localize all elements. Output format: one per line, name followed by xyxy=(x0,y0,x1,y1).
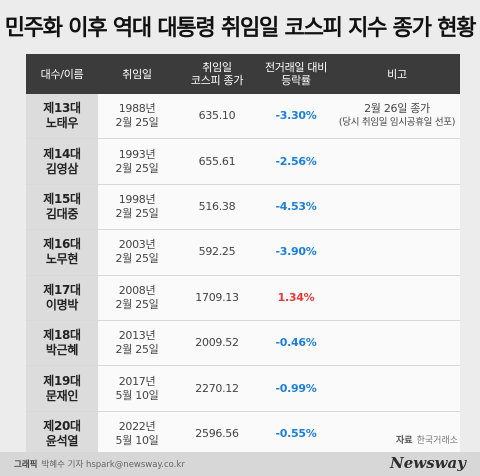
inauguration-date-cell: 1993년 2월 25일 xyxy=(98,138,176,185)
inauguration-day: 2월 25일 xyxy=(115,161,159,175)
president-cell: 제19대 문재인 xyxy=(26,365,98,412)
president-cell: 제20대 윤석열 xyxy=(26,411,98,458)
president-name: 박근혜 xyxy=(45,343,79,358)
term-label: 제15대 xyxy=(43,191,81,206)
president-cell: 제13대 노태우 xyxy=(26,94,98,140)
kospi-close-value: 635.10 xyxy=(176,94,258,140)
kospi-close-value: 2270.12 xyxy=(176,365,258,412)
change-rate-value: -0.46% xyxy=(258,320,334,367)
table-row: 제18대 박근혜 2013년 2월 25일 2009.52 -0.46% xyxy=(26,320,460,367)
president-name: 이명박 xyxy=(45,297,79,312)
inauguration-year: 2017년 xyxy=(118,374,156,388)
credit-value: 박혜수 기자 hspark@newsway.co.kr xyxy=(41,460,185,470)
president-name: 문재인 xyxy=(45,388,79,403)
inauguration-day: 2월 25일 xyxy=(115,343,159,357)
president-cell: 제17대 이명박 xyxy=(26,275,98,321)
newsway-logo: Newsway xyxy=(390,454,466,472)
inauguration-day: 5월 10일 xyxy=(115,433,159,447)
footer-bar: 그래픽 박혜수 기자 hspark@newsway.co.kr Newsway xyxy=(0,452,480,476)
inauguration-year: 2003년 xyxy=(118,238,156,252)
inauguration-date-cell: 2013년 2월 25일 xyxy=(98,320,176,367)
table-row: 제20대 윤석열 2022년 5월 10일 2596.56 -0.55% xyxy=(26,411,460,458)
president-cell: 제18대 박근혜 xyxy=(26,320,98,367)
change-rate-value: -3.30% xyxy=(258,94,334,140)
inauguration-day: 5월 10일 xyxy=(115,388,159,402)
note-cell xyxy=(334,184,460,231)
inauguration-date-cell: 2017년 5월 10일 xyxy=(98,365,176,412)
note-cell xyxy=(334,365,460,412)
change-rate-value: 1.34% xyxy=(258,275,334,321)
header-change-rate: 전거래일 대비 등락률 xyxy=(258,54,334,94)
kospi-close-value: 655.61 xyxy=(176,138,258,185)
credit-label: 그래픽 xyxy=(14,460,38,470)
term-label: 제14대 xyxy=(43,146,81,161)
president-name: 윤석열 xyxy=(45,433,79,448)
page-title: 민주화 이후 역대 대통령 취임일 코스피 지수 종가 현황 xyxy=(4,16,477,41)
note-cell xyxy=(334,320,460,367)
table-row: 제14대 김영삼 1993년 2월 25일 655.61 -2.56% xyxy=(26,138,460,185)
inauguration-day: 2월 25일 xyxy=(115,206,159,220)
source-value: 한국거래소 xyxy=(416,436,458,446)
change-rate-value: -3.90% xyxy=(258,229,334,276)
note-cell xyxy=(334,229,460,276)
note-cell xyxy=(334,275,460,321)
note-text: 2월 26일 종가 xyxy=(364,102,430,116)
graphic-credit: 그래픽 박혜수 기자 hspark@newsway.co.kr xyxy=(14,458,185,470)
president-name: 노무현 xyxy=(45,252,79,267)
inauguration-year: 2022년 xyxy=(118,419,156,433)
inauguration-day: 2월 25일 xyxy=(115,116,159,130)
note-cell xyxy=(334,411,460,458)
header-term: 대수/이름 xyxy=(26,54,98,94)
note-cell xyxy=(334,138,460,185)
inauguration-year: 1988년 xyxy=(118,102,156,116)
inauguration-day: 2월 25일 xyxy=(115,297,159,311)
header-note: 비고 xyxy=(334,54,460,94)
kospi-close-value: 2009.52 xyxy=(176,320,258,367)
inauguration-year: 2013년 xyxy=(118,329,156,343)
table-row: 제13대 노태우 1988년 2월 25일 635.10 -3.30% 2월 26일 종가(… xyxy=(26,94,460,140)
header-inauguration-date: 취임일 xyxy=(98,54,176,94)
president-name: 김대중 xyxy=(45,206,79,221)
source-credit: 자료 한국거래소 xyxy=(396,433,458,446)
term-label: 제16대 xyxy=(43,237,81,252)
term-label: 제19대 xyxy=(43,373,81,388)
kospi-close-value: 1709.13 xyxy=(176,275,258,321)
kospi-close-value: 592.25 xyxy=(176,229,258,276)
kospi-table: 대수/이름 취임일 취임일 코스피 종가 전거래일 대비 등락률 비고 제13대 노태… xyxy=(26,54,460,458)
table-row: 제16대 노무현 2003년 2월 25일 592.25 -3.90% xyxy=(26,229,460,276)
term-label: 제18대 xyxy=(43,328,81,343)
note-cell: 2월 26일 종가 (당시 취임일 임시공휴일 선포) xyxy=(334,94,460,140)
table-header-row: 대수/이름 취임일 취임일 코스피 종가 전거래일 대비 등락률 비고 xyxy=(26,54,460,94)
term-label: 제20대 xyxy=(43,418,81,433)
change-rate-value: -2.56% xyxy=(258,138,334,185)
note-subtext: (당시 취임일 임시공휴일 선포) xyxy=(338,117,456,129)
inauguration-date-cell: 1998년 2월 25일 xyxy=(98,184,176,231)
inauguration-date-cell: 1988년 2월 25일 xyxy=(98,94,176,140)
table-row: 제19대 문재인 2017년 5월 10일 2270.12 -0.99% xyxy=(26,365,460,412)
kospi-close-value: 516.38 xyxy=(176,184,258,231)
table-row: 제17대 이명박 2008년 2월 25일 1709.13 1.34% xyxy=(26,275,460,321)
kospi-close-value: 2596.56 xyxy=(176,411,258,458)
change-rate-value: -4.53% xyxy=(258,184,334,231)
header-kospi-close: 취임일 코스피 종가 xyxy=(176,54,258,94)
president-cell: 제15대 김대중 xyxy=(26,184,98,231)
president-name: 김영삼 xyxy=(45,161,79,176)
inauguration-day: 2월 25일 xyxy=(115,252,159,266)
inauguration-date-cell: 2003년 2월 25일 xyxy=(98,229,176,276)
president-cell: 제16대 노무현 xyxy=(26,229,98,276)
inauguration-date-cell: 2022년 5월 10일 xyxy=(98,411,176,458)
inauguration-date-cell: 2008년 2월 25일 xyxy=(98,275,176,321)
inauguration-year: 2008년 xyxy=(118,283,156,297)
change-rate-value: -0.55% xyxy=(258,411,334,458)
term-label: 제17대 xyxy=(43,282,81,297)
inauguration-year: 1998년 xyxy=(118,192,156,206)
term-label: 제13대 xyxy=(43,101,81,116)
source-label: 자료 xyxy=(396,436,413,446)
change-rate-value: -0.99% xyxy=(258,365,334,412)
president-name: 노태우 xyxy=(45,116,79,131)
inauguration-year: 1993년 xyxy=(118,147,156,161)
table-row: 제15대 김대중 1998년 2월 25일 516.38 -4.53% xyxy=(26,184,460,231)
president-cell: 제14대 김영삼 xyxy=(26,138,98,185)
